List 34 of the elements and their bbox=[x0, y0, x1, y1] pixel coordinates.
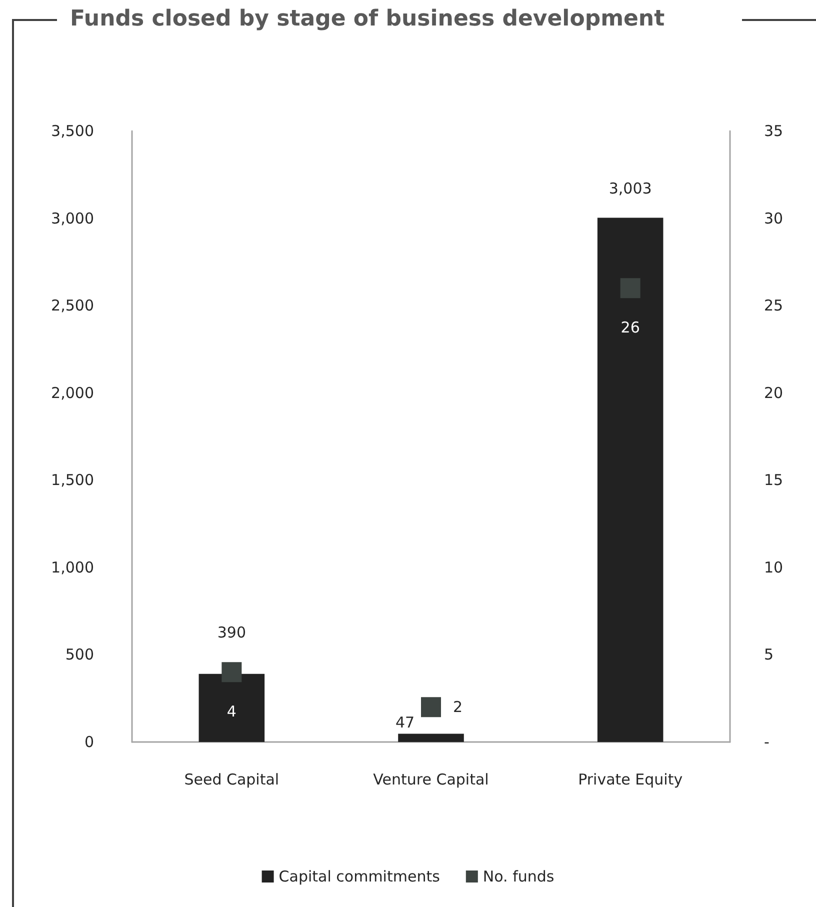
x-tick-label: Seed Capital bbox=[184, 770, 280, 788]
legend-label: Capital commitments bbox=[278, 868, 440, 886]
point bbox=[222, 662, 242, 682]
y-tick-label: 1,000 bbox=[51, 558, 94, 576]
bar bbox=[597, 218, 664, 742]
y2-tick-label: 15 bbox=[764, 471, 784, 490]
legend-label: No. funds bbox=[482, 868, 554, 886]
bar bbox=[198, 674, 265, 742]
data-label: 4 bbox=[226, 702, 236, 721]
y2-tick-label: 5 bbox=[764, 646, 774, 664]
data-label: 26 bbox=[620, 318, 640, 337]
data-label: 2 bbox=[453, 698, 463, 716]
y2-tick-label: 30 bbox=[764, 209, 784, 228]
point bbox=[620, 278, 640, 298]
y2-tick-label: - bbox=[764, 733, 770, 751]
chart-title: Funds closed by stage of business development bbox=[70, 6, 666, 32]
y-tick-label: 0 bbox=[84, 733, 94, 751]
data-label: 390 bbox=[217, 624, 246, 642]
y2-tick-label: 25 bbox=[764, 296, 784, 315]
y2-tick-label: 35 bbox=[764, 122, 784, 140]
bar bbox=[398, 734, 464, 742]
y2-tick-label: 10 bbox=[764, 558, 784, 576]
y-tick-label: 3,500 bbox=[51, 122, 94, 140]
y-tick-label: 1,500 bbox=[51, 471, 94, 490]
data-label: 3,003 bbox=[608, 179, 652, 198]
y-tick-label: 500 bbox=[65, 646, 94, 664]
y-tick-label: 2,500 bbox=[51, 296, 94, 315]
point bbox=[421, 697, 441, 718]
y-tick-label: 2,000 bbox=[51, 384, 94, 402]
x-tick-label: Venture Capital bbox=[373, 770, 489, 788]
data-label: 47 bbox=[395, 713, 415, 732]
y-tick-label: 3,000 bbox=[51, 209, 94, 228]
x-tick-label: Private Equity bbox=[578, 770, 683, 788]
y2-tick-label: 20 bbox=[764, 384, 784, 402]
